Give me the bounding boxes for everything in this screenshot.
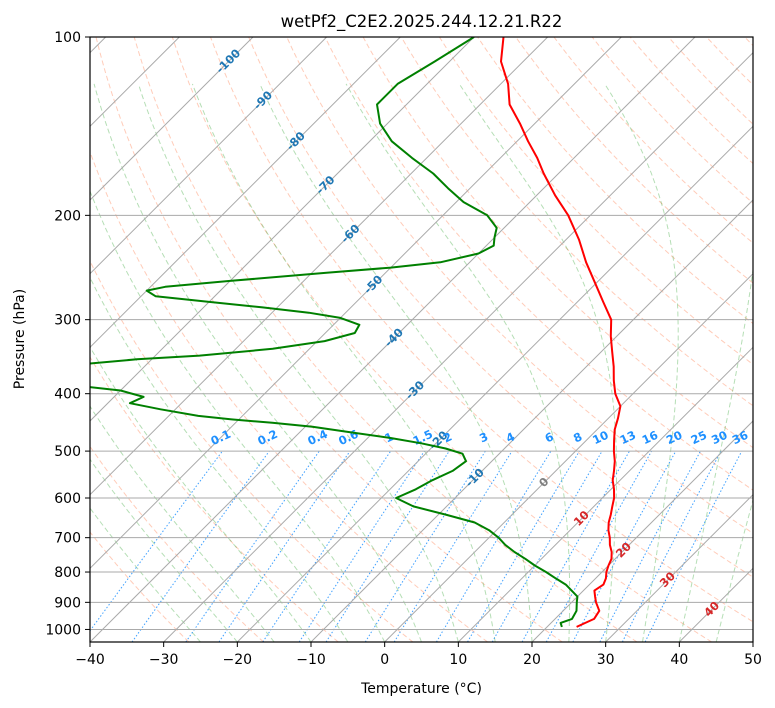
isotherm-line	[605, 493, 753, 642]
dry-adiabat-line	[90, 531, 190, 642]
y-tick-label: 800	[54, 565, 81, 581]
isotherm-line	[163, 51, 753, 642]
x-tick-label: 40	[670, 652, 688, 668]
x-tick-label: 10	[449, 652, 467, 668]
temperature-profile-line	[500, 37, 622, 628]
moist-adiabat-line	[93, 83, 422, 642]
isotherm-line	[90, 37, 696, 642]
isotherm-line	[90, 37, 328, 275]
mixing-ratio-label: 13	[618, 428, 638, 447]
dry-adiabat-line	[324, 37, 753, 491]
mixing-ratio-label: 20	[664, 428, 684, 447]
background-lines	[90, 37, 753, 642]
x-axis-ticks: −40 −30 −20 −10 0 10 20 30 40 50	[75, 642, 762, 668]
y-tick-label: 600	[54, 491, 81, 507]
y-tick-label: 500	[54, 444, 81, 460]
isotherm-line	[90, 37, 401, 349]
y-tick-label: 900	[54, 595, 81, 611]
dry-adiabat-line	[90, 356, 339, 642]
mixing-ratio-line	[621, 450, 722, 642]
moist-adiabat-line	[137, 83, 459, 642]
mixing-ratio-line	[131, 450, 270, 642]
x-axis-label: Temperature (°C)	[360, 681, 482, 697]
mixing-ratio-line	[90, 450, 223, 632]
dry-adiabat-line	[400, 37, 753, 407]
mixing-ratio-line	[599, 450, 701, 642]
x-tick-label: −30	[149, 652, 179, 668]
isotherm-line	[310, 199, 753, 642]
isotherm-line	[90, 37, 254, 201]
moist-adiabat-line	[678, 83, 753, 642]
mixing-ratio-line	[325, 450, 450, 642]
mixing-ratio-label: 10	[590, 428, 610, 447]
dry-adiabat-line	[171, 37, 712, 642]
y-tick-label: 100	[54, 30, 81, 46]
plot-frame	[89, 36, 754, 643]
mixing-ratio-line	[644, 450, 743, 642]
isotherm-line	[384, 272, 753, 642]
dry-adiabat-line	[438, 37, 753, 366]
mixing-ratio-line	[185, 450, 320, 642]
x-tick-label: 50	[744, 652, 762, 668]
mixing-ratio-line	[262, 450, 392, 642]
mixing-ratio-line	[521, 450, 630, 642]
x-tick-label: 20	[523, 652, 541, 668]
moist-adiabat-line	[458, 83, 617, 642]
mixing-ratio-line	[545, 450, 653, 642]
isotherm-line	[90, 37, 549, 496]
y-tick-label: 1000	[45, 622, 81, 638]
isotherm-line	[90, 37, 475, 422]
dry-adiabat-line	[248, 37, 753, 578]
moist-adiabat-line	[259, 83, 533, 642]
mixing-ratio-line	[435, 450, 552, 642]
mixing-ratio-line	[364, 450, 486, 642]
x-tick-label: 30	[597, 652, 615, 668]
moist-adiabat-line	[604, 83, 679, 642]
moist-adiabat-line	[90, 458, 238, 642]
mixing-ratio-label: 16	[640, 428, 660, 447]
profile-lines	[90, 37, 622, 628]
x-tick-label: −40	[75, 652, 105, 668]
mixing-ratio-line	[298, 450, 425, 642]
dry-adiabat-line	[210, 37, 753, 623]
mixing-ratio-line	[572, 450, 677, 642]
moist-adiabat-line	[191, 83, 496, 642]
dry-adiabat-line	[90, 150, 488, 642]
isotherm-line	[457, 346, 753, 642]
isotherm-line	[90, 37, 622, 570]
x-tick-label: −10	[296, 652, 326, 668]
moist-adiabat-line	[90, 345, 312, 642]
dry-adiabat-line	[515, 37, 753, 284]
moist-adiabat-line	[90, 405, 275, 642]
dry-adiabat-line	[133, 37, 638, 642]
moist-adiabat-line	[345, 83, 571, 642]
mixing-ratio-line	[393, 450, 513, 642]
moist-adiabat-line	[715, 498, 753, 642]
dewpoint-profile-line	[90, 37, 579, 628]
moist-adiabat-line	[90, 276, 349, 642]
y-axis-label: Pressure (hPa)	[12, 289, 28, 389]
y-tick-label: 200	[54, 208, 81, 224]
mixing-ratio-label: 25	[689, 428, 709, 447]
y-tick-label: 300	[54, 313, 81, 329]
y-tick-label: 700	[54, 531, 81, 547]
mixing-ratio-line	[218, 450, 351, 642]
mixing-ratio-label: 36	[730, 428, 750, 447]
dry-adiabat-line	[90, 445, 264, 642]
chart-title: wetPf2_C2E2.2025.244.12.21.R22	[281, 12, 563, 32]
isotherm-line	[531, 420, 753, 642]
isotherm-line	[236, 125, 753, 642]
y-tick-label: 400	[54, 387, 81, 403]
mixing-ratio-label: 30	[709, 428, 729, 447]
y-axis-ticks: 100 200 300 400 500 600 700 800 900 1000	[45, 30, 90, 638]
dry-adiabat-line	[95, 37, 563, 642]
x-tick-label: 0	[380, 652, 389, 668]
x-tick-label: −20	[223, 652, 253, 668]
